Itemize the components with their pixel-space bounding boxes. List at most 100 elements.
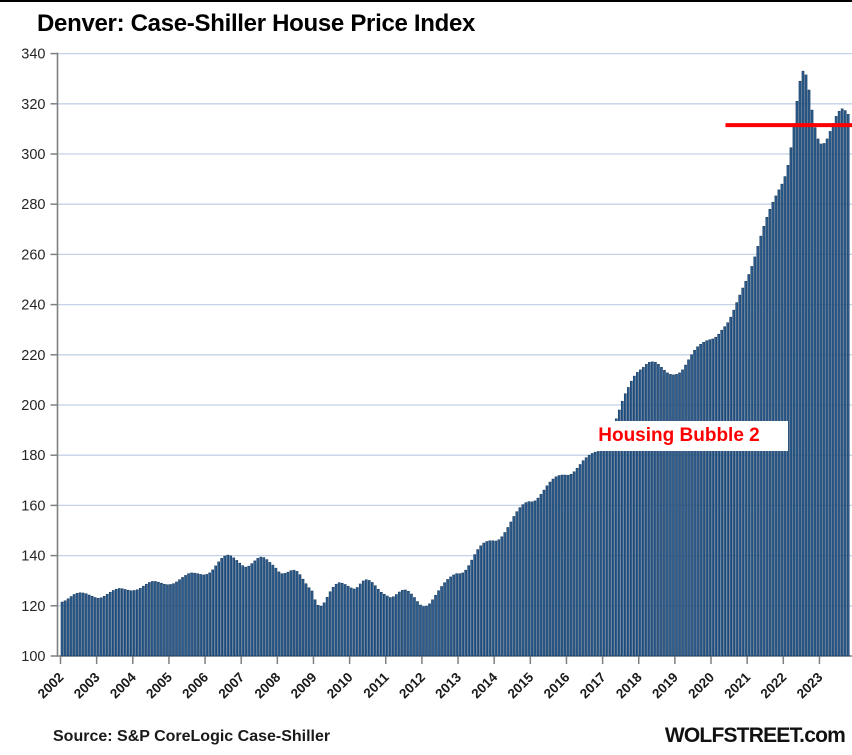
price-bar [289, 570, 293, 657]
price-bar [584, 457, 588, 657]
price-bar [69, 596, 73, 657]
x-axis-label: 2009 [288, 670, 320, 702]
price-bar [120, 588, 124, 657]
price-bar [301, 578, 305, 657]
price-bar [256, 558, 260, 657]
y-axis-label: 260 [21, 247, 45, 263]
price-bar [816, 138, 820, 657]
price-bar [780, 183, 784, 657]
price-bar [78, 592, 82, 657]
price-bar [545, 485, 549, 657]
price-bar [702, 341, 705, 657]
price-bar [123, 589, 127, 657]
price-bar [578, 464, 582, 657]
price-bar [328, 591, 332, 657]
price-bar [726, 322, 730, 657]
x-axis-label: 2016 [541, 669, 573, 701]
price-bar [316, 605, 320, 657]
price-bar [623, 393, 627, 657]
price-bar [497, 539, 501, 657]
price-bar [265, 559, 269, 657]
price-bar [133, 590, 136, 657]
price-bar [581, 460, 585, 657]
price-bar [560, 474, 564, 657]
price-bar [639, 369, 642, 657]
price-bar [482, 542, 486, 657]
price-bar [539, 494, 543, 657]
price-bar [352, 588, 356, 657]
price-bar [696, 346, 699, 657]
price-bar [611, 427, 615, 657]
price-bar [572, 471, 576, 657]
price-bar [491, 540, 495, 657]
price-bar [687, 359, 690, 657]
price-bar [437, 590, 440, 657]
x-axis-label: 2015 [505, 669, 537, 701]
price-bar [672, 374, 675, 657]
price-bar [241, 565, 245, 657]
price-bar [126, 589, 130, 657]
price-bar [358, 583, 362, 657]
price-bar [822, 143, 826, 657]
price-bar [431, 599, 434, 657]
price-bar [617, 409, 621, 657]
price-bar [684, 364, 687, 657]
price-bar [148, 582, 151, 657]
price-bar [503, 532, 507, 657]
price-bar [783, 176, 787, 657]
price-bar [154, 581, 157, 657]
chart-title: Denver: Case-Shiller House Price Index [37, 10, 476, 37]
price-bar [596, 451, 600, 657]
price-bar [398, 591, 401, 657]
price-bar [367, 580, 371, 657]
price-bar [401, 589, 404, 657]
price-bar [470, 559, 474, 657]
price-bar [488, 540, 492, 657]
price-bar [566, 475, 570, 657]
price-bar [840, 108, 844, 657]
price-bar [813, 127, 817, 657]
price-bar [753, 256, 757, 657]
price-bar [509, 521, 513, 657]
price-bar [304, 583, 308, 657]
price-bar [738, 294, 742, 657]
price-bar [563, 474, 567, 657]
price-bar [479, 545, 483, 657]
price-bar [184, 575, 187, 657]
price-bar [446, 579, 449, 657]
y-axis-label: 180 [21, 448, 45, 464]
price-bar [262, 557, 266, 657]
price-bar [286, 571, 290, 657]
price-bar [96, 597, 100, 657]
price-bar [217, 561, 220, 657]
price-bar [699, 343, 702, 657]
price-bar [425, 606, 428, 657]
price-bar [795, 101, 799, 657]
price-bar [633, 375, 636, 657]
x-axis-label: 2019 [649, 670, 681, 702]
price-bar [277, 571, 281, 657]
price-bar [747, 274, 751, 657]
price-bar [117, 588, 121, 657]
price-bar [569, 474, 573, 657]
price-bar [247, 565, 251, 657]
price-bar [379, 591, 383, 657]
price-bar [807, 89, 811, 657]
price-bar [253, 560, 257, 657]
price-bar [804, 74, 808, 657]
price-bar [226, 554, 230, 657]
price-bar [590, 453, 594, 657]
price-bar [678, 372, 681, 657]
price-bar [232, 557, 236, 657]
price-bar [163, 583, 166, 657]
price-bar [364, 579, 368, 657]
price-bar [337, 582, 341, 657]
x-axis-label: 2002 [35, 670, 67, 702]
price-bar [542, 489, 546, 657]
price-bar [389, 597, 392, 657]
price-bar [485, 541, 489, 657]
price-bar [720, 329, 724, 657]
price-bar [464, 569, 467, 657]
price-bar [741, 287, 745, 657]
price-bar [443, 582, 446, 657]
